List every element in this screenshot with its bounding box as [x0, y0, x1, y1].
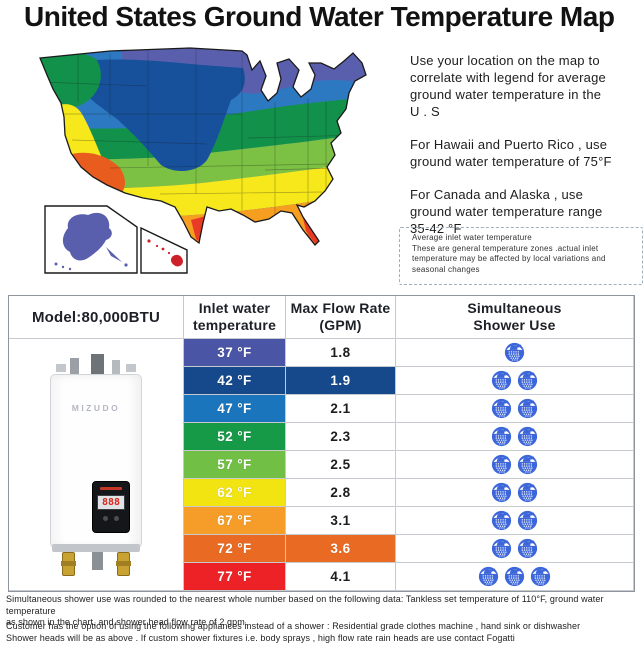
heater-display-panel: 888 [92, 480, 130, 533]
water-heater-image: MIZUDO 888 [46, 353, 146, 586]
shower-icon [517, 370, 538, 391]
shower-icon [530, 566, 551, 587]
vent-pipe-icon [91, 353, 104, 376]
footnote-appliances: Customer has the option of using the fol… [6, 621, 581, 643]
flow-rate-cell: 2.1 [286, 395, 396, 423]
flow-rate-cell: 3.1 [286, 507, 396, 535]
instruction-hawaii-pr: For Hawaii and Puerto Rico , use ground … [410, 137, 612, 169]
zone-dark-green [50, 92, 366, 162]
water-pipe-icon [70, 357, 79, 376]
mount-bracket-icon [126, 363, 136, 372]
shower-icon [491, 426, 512, 447]
alaska-inset [44, 205, 138, 274]
spec-table: Model:80,000BTU Inlet water temperature … [8, 295, 635, 592]
heater-base-bar [52, 543, 140, 552]
shower-icon [517, 482, 538, 503]
shower-icon [478, 566, 499, 587]
inlet-temp-cell: 77 °F [184, 563, 286, 591]
shower-use-cell [396, 367, 634, 395]
shower-use-cell [396, 507, 634, 535]
column-header-max-flow: Max Flow Rate (GPM) [286, 296, 396, 339]
zone-light-green [50, 128, 366, 192]
shower-icon [517, 510, 538, 531]
shower-icon [491, 510, 512, 531]
shower-icon [491, 398, 512, 419]
inlet-temp-cell: 47 °F [184, 395, 286, 423]
flow-rate-cell: 2.8 [286, 479, 396, 507]
brass-valve-icon [61, 551, 76, 576]
zone-navy [60, 59, 245, 172]
us-outline [39, 47, 367, 246]
inlet-temp-cell: 42 °F [184, 367, 286, 395]
shower-icon [517, 398, 538, 419]
model-header: Model:80,000BTU [9, 296, 184, 339]
page-title: United States Ground Water Temperature M… [24, 1, 615, 32]
hawaii-islands [147, 239, 183, 267]
shower-use-cell [396, 423, 634, 451]
inlet-temp-cell: 67 °F [184, 507, 286, 535]
shower-icon [491, 370, 512, 391]
shower-icon [491, 538, 512, 559]
inlet-temp-cell: 72 °F [184, 535, 286, 563]
shower-icon [517, 454, 538, 475]
shower-icon [491, 482, 512, 503]
column-header-shower-use: Simultaneous Shower Use [396, 296, 634, 339]
footnote-rounding: Simultaneous shower use was rounded to t… [6, 594, 604, 627]
map-instructions: Use your location on the map to correlat… [410, 52, 638, 253]
alaska-shape [62, 212, 112, 261]
water-pipe-icon [112, 359, 120, 376]
flow-rate-cell: 2.5 [286, 451, 396, 479]
instruction-use-location: Use your location on the map to correlat… [410, 53, 606, 119]
heater-buttons [93, 515, 129, 521]
heater-body: MIZUDO 888 [50, 373, 142, 548]
drain-pipe-icon [92, 551, 103, 570]
shower-use-cell [396, 395, 634, 423]
mount-bracket-icon [56, 363, 66, 372]
state-borders [40, 49, 366, 220]
shower-use-cell [396, 479, 634, 507]
instruction-canada-alaska: For Canada and Alaska , use ground water… [410, 187, 603, 236]
heater-led-readout: 888 [97, 494, 125, 510]
inlet-temp-cell: 62 °F [184, 479, 286, 507]
shower-icon [491, 454, 512, 475]
shower-use-cell [396, 339, 634, 367]
inlet-temperature-note: Average inlet water temperature These ar… [399, 227, 643, 285]
column-header-inlet-temp: Inlet water temperature [184, 296, 286, 339]
heater-brand-label: MIZUDO [71, 402, 121, 413]
flow-rate-cell: 4.1 [286, 563, 396, 591]
shower-use-cell [396, 451, 634, 479]
heater-logo-mark [100, 486, 122, 490]
flow-rate-cell: 2.3 [286, 423, 396, 451]
shower-icon [517, 538, 538, 559]
us-temperature-map [39, 47, 367, 274]
shower-icon [504, 342, 525, 363]
inlet-temp-cell: 57 °F [184, 451, 286, 479]
flow-rate-cell: 1.9 [286, 367, 396, 395]
shower-icon [517, 426, 538, 447]
brass-valve-icon [116, 551, 131, 576]
shower-use-cell [396, 535, 634, 563]
shower-icon [504, 566, 525, 587]
inlet-temp-cell: 37 °F [184, 339, 286, 367]
model-cell: MIZUDO 888 [9, 339, 184, 591]
flow-rate-cell: 1.8 [286, 339, 396, 367]
hawaii-inset [140, 226, 188, 274]
inlet-temp-cell: 52 °F [184, 423, 286, 451]
flow-rate-cell: 3.6 [286, 535, 396, 563]
shower-use-cell [396, 563, 634, 591]
